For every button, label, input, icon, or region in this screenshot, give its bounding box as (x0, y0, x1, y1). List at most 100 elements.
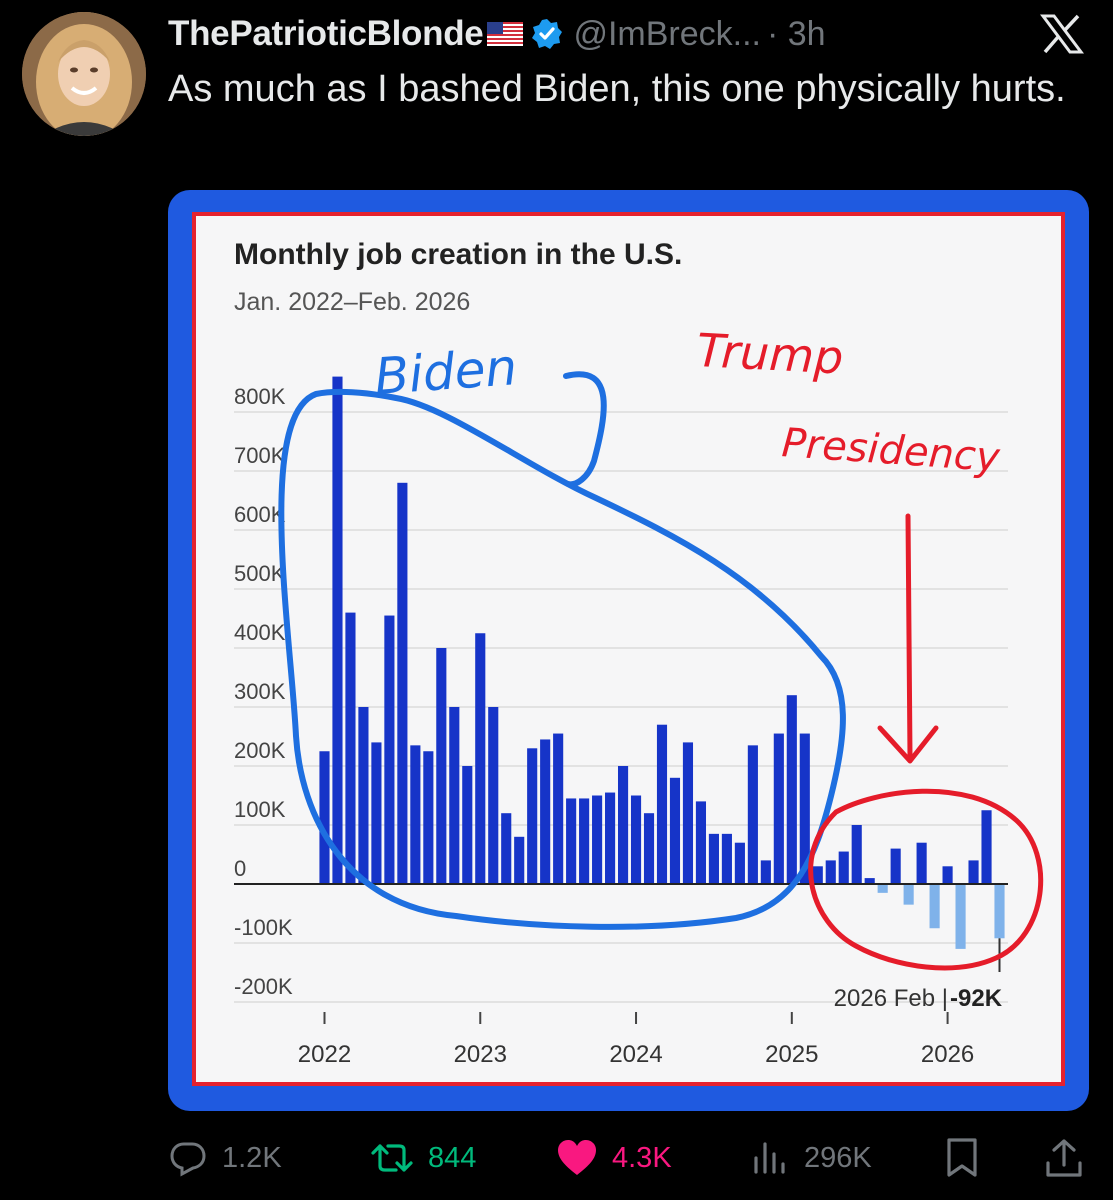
action-bar: 1.2K 844 4.3K 296K (0, 1130, 1113, 1186)
x-logo-icon[interactable] (1040, 14, 1084, 54)
tweet-media[interactable]: Monthly job creation in the U.S. Jan. 20… (168, 190, 1089, 1111)
trump-arrow-scribble (877, 513, 939, 764)
chart-bar (812, 866, 823, 884)
reply-button[interactable]: 1.2K (168, 1130, 282, 1186)
chart-bar (384, 615, 395, 884)
chart-bar (799, 733, 810, 884)
y-tick-label: 300K (234, 679, 286, 704)
chart-subtitle: Jan. 2022–Feb. 2026 (234, 288, 470, 316)
chart-bar (786, 695, 797, 884)
chart-bar (475, 633, 486, 884)
bookmark-button[interactable] (944, 1130, 994, 1186)
chart-bar (903, 884, 914, 905)
chart-bar (579, 798, 590, 884)
chart-bar (942, 866, 953, 884)
chart-bar (669, 777, 681, 884)
chart-bar (566, 798, 577, 884)
trump-circle-scribble (808, 788, 1044, 971)
x-tick-label: 2024 (609, 1041, 662, 1068)
like-count: 4.3K (612, 1141, 672, 1174)
x-tick-label: 2026 (921, 1041, 974, 1068)
chart-bar (643, 813, 655, 884)
chart-bar (981, 810, 992, 884)
chart-bar (838, 851, 849, 884)
biden-handwritten-label: Biden (373, 338, 519, 406)
chart-bar (462, 766, 473, 884)
y-tick-label: 800K (234, 384, 286, 409)
reply-count: 1.2K (222, 1141, 282, 1174)
chart-bar (423, 751, 434, 884)
chart-bar (436, 648, 447, 884)
chart-bar (890, 848, 901, 884)
y-tick-label: 700K (234, 443, 286, 468)
annotation-label: 2026 Feb | (834, 985, 948, 1012)
chart-bar (825, 860, 836, 884)
chart-bar (397, 482, 408, 884)
tweet-header: ThePatrioticBlonde @ImBreck... · 3h (168, 10, 968, 58)
chart-bar (592, 795, 603, 884)
chart-title: Monthly job creation in the U.S. (234, 238, 682, 271)
chart-bar (955, 884, 966, 949)
presidency-handwritten-label: Presidency (780, 420, 1002, 481)
chart-bar (877, 884, 888, 893)
tweet-text: As much as I bashed Biden, this one phys… (168, 68, 1066, 110)
y-tick-label: 100K (234, 797, 286, 822)
chart-bar (630, 795, 642, 884)
avatar[interactable] (22, 12, 146, 136)
verified-badge-icon[interactable] (531, 18, 563, 50)
us-flag-icon (487, 22, 524, 46)
chart-bar (864, 878, 875, 884)
chart-bar (332, 376, 343, 884)
chart-bar (773, 733, 784, 884)
chart-bar (994, 884, 1005, 939)
chart-bar (747, 745, 758, 884)
chart-bar (553, 733, 564, 884)
y-tick-label: -100K (234, 915, 293, 940)
annotation-value: -92K (950, 985, 1003, 1012)
chart-bar (540, 739, 551, 884)
avatar-photo (22, 12, 146, 136)
share-icon (1046, 1139, 1082, 1177)
x-tick-label: 2022 (298, 1041, 351, 1068)
x-axis-ticks: 2022 2023 2024 2025 2026 (298, 1012, 974, 1068)
chart-bar (734, 842, 745, 884)
views-count: 296K (804, 1141, 872, 1174)
chart-bar (410, 745, 421, 884)
chart-bar (514, 836, 525, 884)
timestamp[interactable]: · 3h (767, 14, 826, 53)
chart-bar (345, 612, 356, 884)
chart-bar (708, 833, 719, 884)
chart-bar (605, 792, 616, 884)
display-name[interactable]: ThePatrioticBlonde (168, 14, 484, 53)
y-tick-label: 400K (234, 620, 286, 645)
heart-icon (558, 1140, 596, 1175)
y-axis-ticks: 800K 700K 600K 500K 400K 300K 200K 100K 0 -100K -2… (234, 384, 293, 999)
chart-bar (682, 742, 694, 884)
x-tick-label: 2025 (765, 1041, 818, 1068)
biden-arrow-scribble (563, 371, 607, 488)
chart-bar (488, 707, 499, 884)
share-button[interactable] (1044, 1130, 1098, 1186)
chart-bar (371, 742, 382, 884)
chart-bar (501, 813, 512, 884)
chart-bar (695, 801, 707, 884)
chart-bar (358, 707, 369, 884)
y-tick-label: 500K (234, 561, 286, 586)
bookmark-icon (947, 1138, 977, 1177)
retweet-icon (371, 1144, 413, 1172)
chart-annotation: 2026 Feb | -92K (834, 938, 1003, 1012)
y-tick-label: 0 (234, 856, 246, 881)
chart-bar (968, 860, 979, 884)
retweet-button[interactable]: 844 (370, 1130, 476, 1186)
views-button[interactable]: 296K (750, 1130, 872, 1186)
chart-bar (760, 860, 771, 884)
chart-image: Monthly job creation in the U.S. Jan. 20… (192, 212, 1065, 1086)
y-tick-label: 200K (234, 738, 286, 763)
handle[interactable]: @ImBreck... (573, 14, 761, 53)
views-icon (754, 1142, 785, 1174)
chart-bar (527, 748, 538, 884)
like-button[interactable]: 4.3K (556, 1130, 672, 1186)
job-creation-chart: Monthly job creation in the U.S. Jan. 20… (234, 238, 1044, 1068)
chart-bar (916, 842, 927, 884)
chart-bar (656, 724, 668, 884)
